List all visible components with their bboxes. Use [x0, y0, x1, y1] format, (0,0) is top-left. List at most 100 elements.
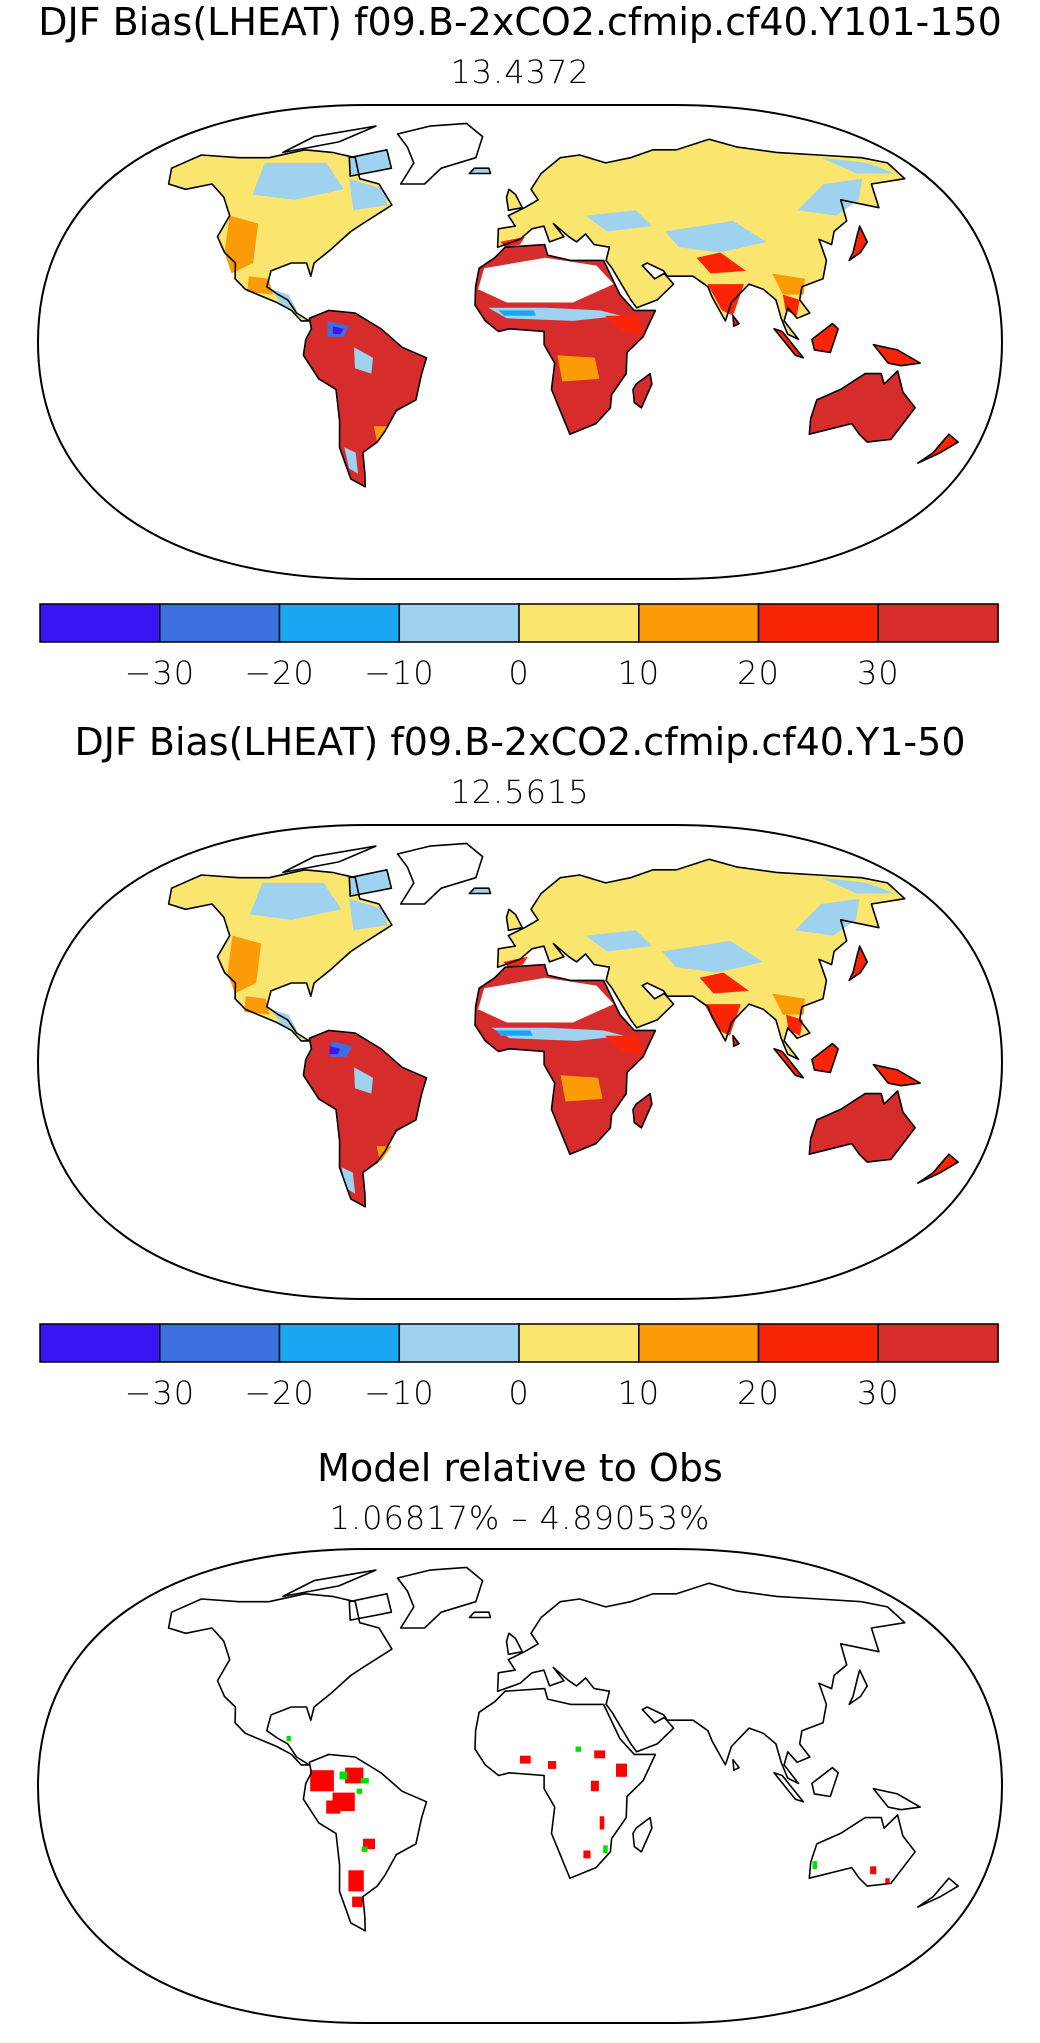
significance-cell	[360, 1778, 369, 1784]
panel1-map-coastlines	[167, 122, 959, 488]
significance-cell	[520, 1755, 531, 1764]
landmass-british-isles	[506, 1633, 523, 1655]
colorbar-swatch	[518, 603, 640, 643]
panel2-map	[36, 824, 1004, 1300]
panel1-map-fill	[168, 123, 959, 487]
coastline-africa	[474, 1687, 657, 1879]
coastline-sumatra	[773, 328, 805, 359]
landmass-south-america	[303, 1030, 427, 1207]
colorbar-swatch	[877, 603, 999, 643]
bias-region	[585, 210, 652, 232]
coastline-north-america	[167, 1593, 393, 1766]
colorbar-swatch	[39, 1323, 161, 1363]
significance-cell	[286, 1736, 291, 1742]
colorbar-swatch	[398, 603, 520, 643]
colorbar-tick-label: 0	[508, 654, 529, 692]
significance-cell	[339, 1771, 348, 1780]
landmass-british-isles	[506, 909, 523, 931]
colorbar-tick-label: −10	[364, 1374, 435, 1412]
bias-region	[498, 310, 536, 316]
colorbar-tick-label: 20	[737, 654, 780, 692]
panel2-colorbar: −30 −20 −10 0 10 20 30	[39, 1323, 999, 1412]
bias-region	[821, 157, 895, 174]
coastline-indonesia-borneo	[811, 322, 839, 354]
bias-region	[341, 1167, 356, 1194]
panel3-map-fill	[168, 1567, 959, 1931]
colorbar-tick-label: 30	[857, 1374, 900, 1412]
bias-region	[605, 1035, 644, 1055]
coastline-iceland	[468, 887, 492, 895]
coastline-arctic-islands	[282, 1569, 377, 1598]
panel3-map	[36, 1548, 1004, 2024]
significance-cell	[583, 1850, 591, 1859]
coastline-japan	[848, 945, 868, 982]
landmass-australia	[809, 1815, 916, 1887]
landmass-sumatra	[774, 328, 804, 358]
colorbar-swatch	[278, 1323, 401, 1363]
significance-cell	[590, 1780, 599, 1792]
coastline-eurasia	[496, 858, 906, 1061]
landmass-indonesia-borneo	[811, 1043, 839, 1073]
significance-cell	[594, 1750, 606, 1759]
coastline-south-america	[302, 1753, 428, 1932]
panel2-map-coastlines	[167, 842, 959, 1208]
colorbar-swatch	[159, 1323, 281, 1363]
landmass-new-zealand	[917, 1154, 959, 1184]
coastline-africa	[474, 243, 657, 435]
landmass-australia	[809, 1091, 916, 1163]
coastline-sri-lanka	[732, 1034, 740, 1047]
significance-cell	[356, 1788, 363, 1794]
landmass-eurasia	[497, 1583, 905, 1784]
colorbar-tick-label: −10	[364, 654, 435, 692]
bias-region	[478, 257, 614, 303]
colorbar-swatch	[638, 1323, 760, 1363]
landmass-indonesia-borneo	[811, 1767, 839, 1797]
coastline-sumatra	[773, 1048, 805, 1079]
coastline-new-zealand	[916, 433, 959, 464]
coastline-arctic-islands	[282, 125, 377, 154]
panel1-map	[36, 104, 1004, 580]
colorbar-tick-label: 20	[737, 1374, 780, 1412]
coastline-british-isles	[505, 908, 524, 932]
coastline-new-guinea	[872, 343, 921, 367]
coastline-british-isles	[505, 1632, 524, 1656]
bias-region	[772, 993, 805, 1015]
bias-region	[821, 877, 895, 894]
colorbar-swatch	[159, 603, 281, 643]
landmass-africa	[475, 1688, 656, 1879]
landmass-iceland	[469, 1612, 491, 1618]
coastline-madagascar	[632, 1816, 653, 1853]
bias-region	[557, 355, 600, 382]
coastline-iceland	[468, 1611, 492, 1619]
bias-region	[329, 1046, 341, 1055]
coastline-greenland	[396, 1566, 484, 1629]
coastline-north-america	[167, 149, 393, 322]
landmass-north-america	[168, 869, 392, 1041]
bias-region	[699, 972, 749, 994]
bias-region	[354, 347, 373, 374]
colorbar-swatch	[757, 603, 880, 643]
significance-cell	[885, 1878, 890, 1884]
landmass-arctic-islands	[283, 846, 376, 873]
bias-region	[224, 215, 259, 274]
significance-cell	[326, 1800, 341, 1814]
colorbar-tick-label: −30	[125, 1374, 196, 1412]
colorbar-tick-label: 10	[617, 654, 660, 692]
landmass-greenland	[397, 1567, 483, 1628]
bias-region	[344, 447, 358, 474]
colorbar-swatch	[757, 1323, 880, 1363]
coastline-baffin	[348, 869, 393, 897]
colorbar-tick-label: 30	[857, 654, 900, 692]
landmass-new-zealand	[917, 1878, 959, 1908]
coastline-sumatra	[773, 1772, 805, 1803]
colorbar-swatch	[877, 1323, 999, 1363]
significance-cell	[352, 1896, 363, 1908]
bias-region	[665, 220, 767, 253]
colorbar-swatch	[518, 1323, 640, 1363]
bias-region	[495, 1030, 533, 1036]
panel3-map-coastlines	[167, 1566, 959, 1932]
landmass-greenland	[397, 123, 483, 184]
significance-cell	[310, 1770, 334, 1792]
landmass-arctic-islands	[283, 126, 376, 153]
landmass-new-zealand	[917, 434, 959, 464]
